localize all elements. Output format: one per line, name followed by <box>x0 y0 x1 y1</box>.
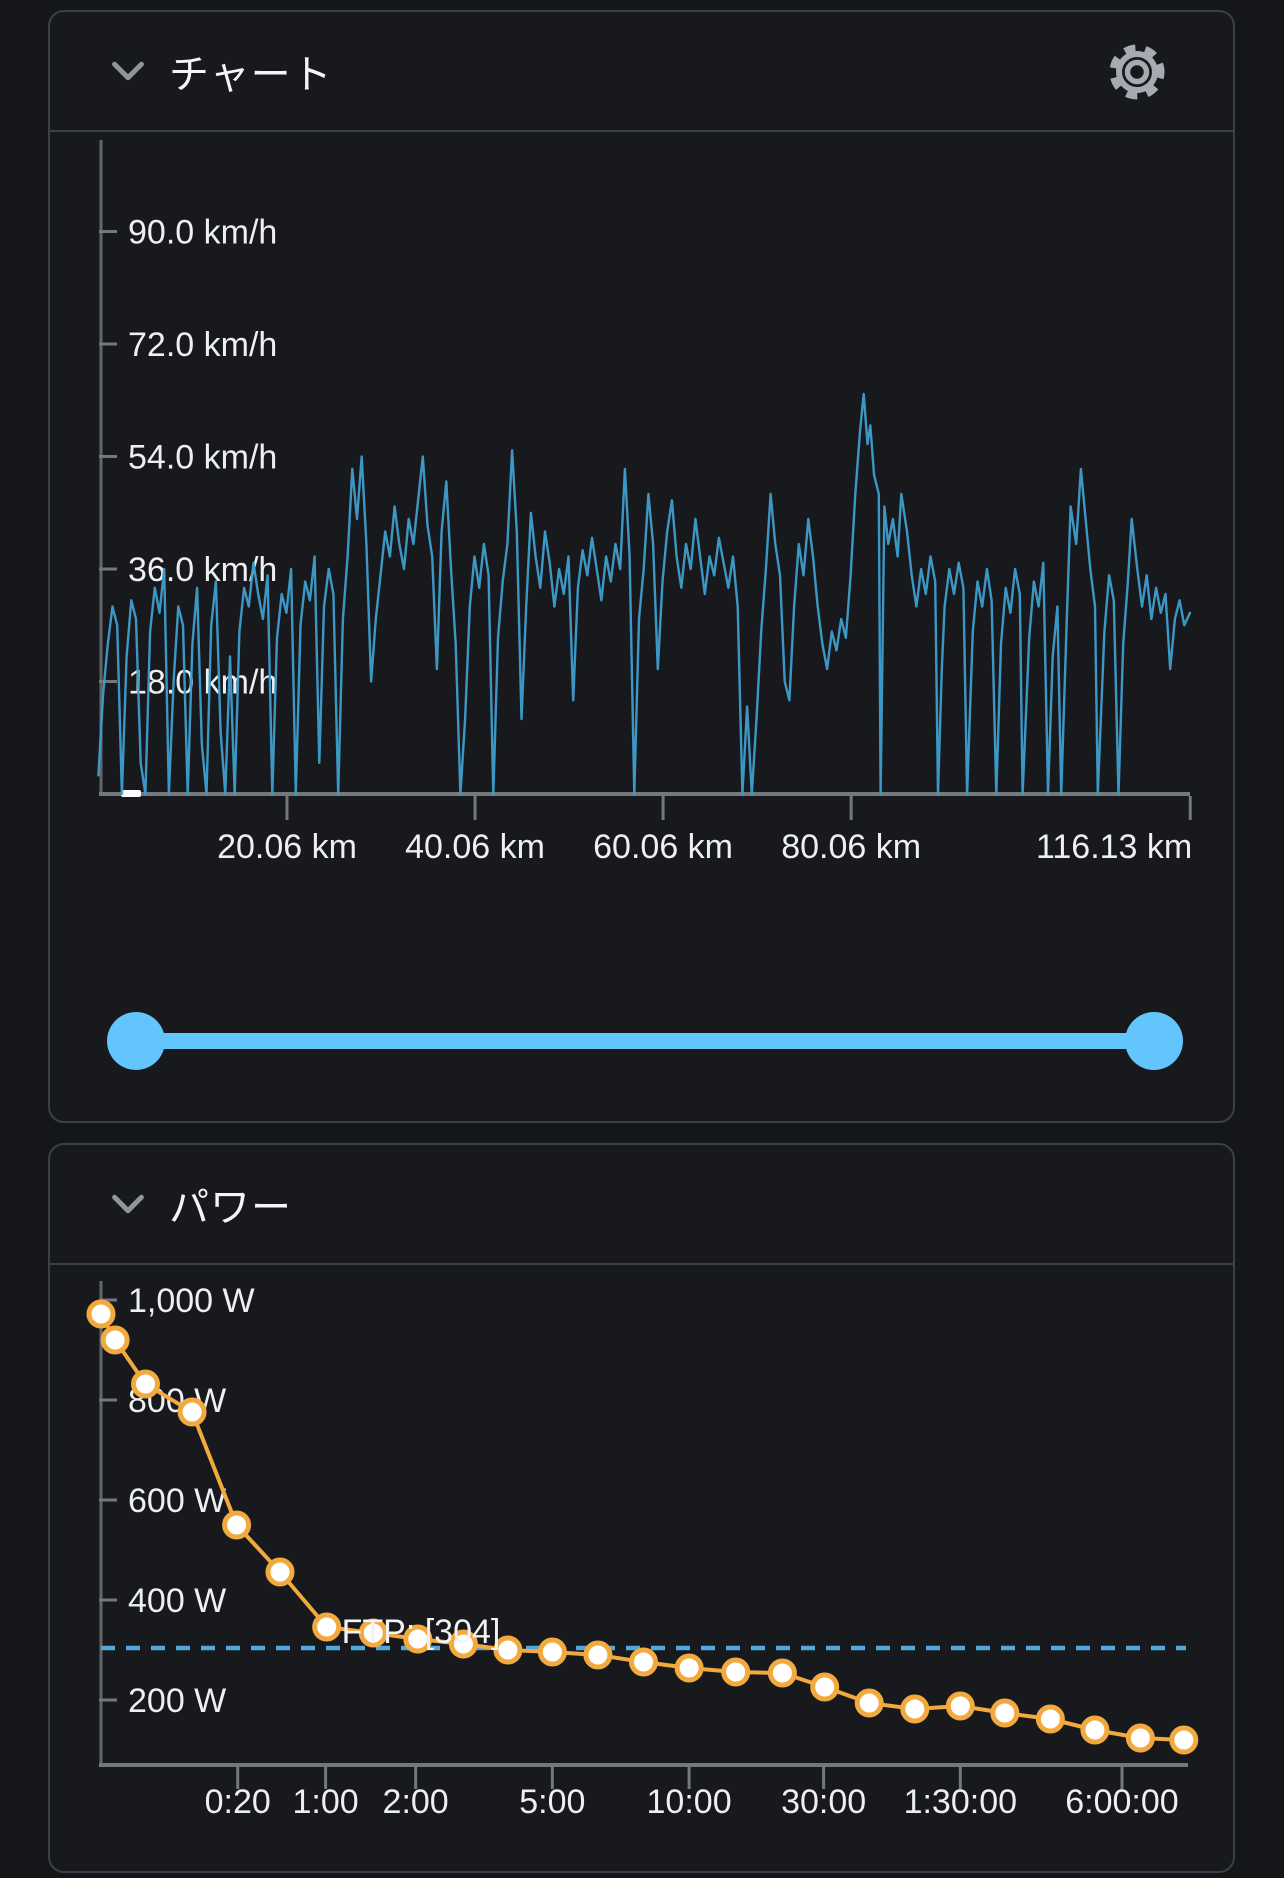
x-tick-label: 10:00 <box>647 1783 732 1821</box>
power-point <box>265 1557 295 1587</box>
power-point <box>721 1657 751 1687</box>
power-card-title: パワー <box>169 1186 292 1230</box>
power-point <box>945 1691 975 1721</box>
x-tick-label: 1:00 <box>293 1783 359 1821</box>
chevron-down-icon[interactable] <box>105 48 151 94</box>
power-point <box>767 1658 797 1688</box>
power-point <box>990 1698 1020 1728</box>
power-point <box>177 1397 207 1427</box>
x-tick-label: 0:20 <box>205 1783 271 1821</box>
gear-icon[interactable] <box>1105 40 1169 104</box>
x-tick-label: 20.06 km <box>217 828 357 866</box>
x-tick-label: 1:30:00 <box>904 1783 1017 1821</box>
y-tick-label: 18.0 km/h <box>128 664 277 702</box>
power-point <box>854 1688 884 1718</box>
power-point <box>1035 1704 1065 1734</box>
speed-chart[interactable]: 90.0 km/h72.0 km/h54.0 km/h36.0 km/h18.0… <box>50 134 1237 894</box>
ftp-label: FTP: [304] <box>342 1613 501 1651</box>
power-point <box>131 1369 160 1399</box>
power-point <box>312 1612 342 1642</box>
power-point <box>583 1640 613 1670</box>
x-tick-label: 80.06 km <box>781 828 921 866</box>
power-point <box>1080 1715 1110 1745</box>
y-tick-label: 90.0 km/h <box>128 214 277 252</box>
power-card: パワー 1,000 W 800 W 600 W 400 W 200 W 0:20 1:00 2… <box>48 1143 1235 1873</box>
range-slider-track[interactable] <box>136 1033 1154 1049</box>
range-start-marker <box>121 790 141 797</box>
power-point <box>810 1672 840 1702</box>
power-point <box>900 1694 930 1724</box>
range-slider-handle-end[interactable] <box>1125 1012 1183 1070</box>
power-point <box>1125 1723 1155 1753</box>
y-tick-label: 400 W <box>128 1582 226 1620</box>
power-point <box>358 1618 388 1648</box>
x-tick-label: 6:00:00 <box>1065 1783 1178 1821</box>
x-tick-label: 2:00 <box>383 1783 449 1821</box>
y-tick-label: 1,000 W <box>128 1282 255 1320</box>
y-tick-label: 54.0 km/h <box>128 439 277 477</box>
x-tick-label: 30:00 <box>781 1783 866 1821</box>
power-point <box>448 1629 478 1659</box>
x-tick-label: 40.06 km <box>405 828 545 866</box>
power-card-header: パワー <box>50 1145 1233 1265</box>
x-tick-label: 60.06 km <box>593 828 733 866</box>
range-slider-handle-start[interactable] <box>107 1012 165 1070</box>
chart-card-title: チャート <box>169 53 333 97</box>
y-tick-label: 200 W <box>128 1682 226 1720</box>
power-point <box>537 1637 567 1667</box>
y-tick-label: 72.0 km/h <box>128 326 277 364</box>
power-point <box>629 1647 658 1677</box>
y-tick-label: 600 W <box>128 1482 226 1520</box>
power-point <box>86 1299 116 1329</box>
power-point <box>222 1510 252 1540</box>
chart-card: チャート 90.0 km/h 72.0 km/h 54.0 km/h 36.0 km/… <box>48 10 1235 1123</box>
power-point <box>100 1325 130 1355</box>
x-tick-label: 116.13 km <box>1036 828 1192 866</box>
power-point <box>493 1635 523 1665</box>
chevron-down-icon[interactable] <box>105 1181 151 1227</box>
power-point <box>403 1624 433 1654</box>
chart-card-header: チャート <box>50 12 1233 132</box>
power-point <box>1169 1725 1199 1755</box>
x-tick-label: 5:00 <box>519 1783 585 1821</box>
speed-series-line <box>97 392 1192 796</box>
power-point <box>674 1653 704 1683</box>
